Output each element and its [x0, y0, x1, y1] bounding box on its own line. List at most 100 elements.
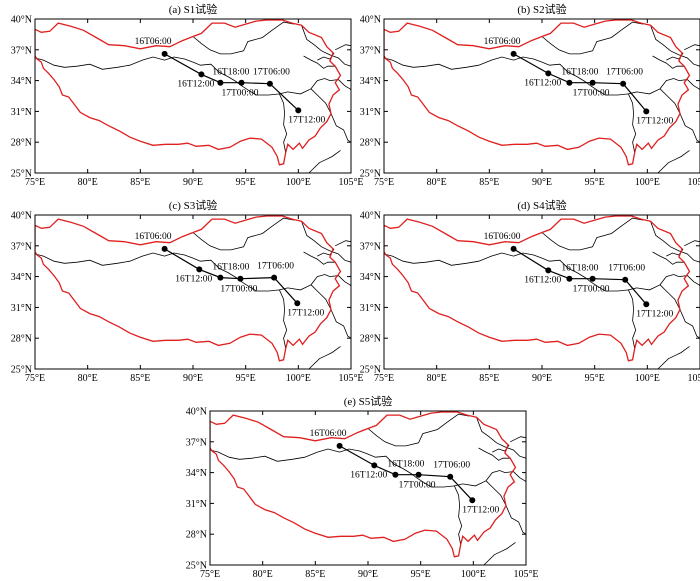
- province-boundary: [628, 78, 700, 95]
- province-boundary: [210, 448, 463, 545]
- track-point: [237, 275, 244, 282]
- vortex-track: [339, 445, 473, 501]
- track-time-label: 16T06:00: [135, 232, 172, 242]
- track-point: [545, 70, 552, 77]
- track-point: [415, 471, 422, 478]
- track-time-label: 17T06:00: [253, 68, 290, 78]
- y-tick-label: 37°N: [186, 437, 207, 448]
- track-time-label: 16T12:00: [524, 275, 561, 285]
- track-point: [392, 471, 399, 478]
- x-tick-label: 85°E: [479, 373, 499, 384]
- province-boundary: [279, 78, 351, 95]
- y-tick-label: 28°N: [186, 530, 207, 541]
- y-tick-label: 40°N: [11, 211, 32, 222]
- plateau-boundary: [384, 19, 691, 166]
- track-point: [566, 79, 573, 86]
- province-boundary: [35, 252, 288, 349]
- track-time-label: 16T06:00: [484, 232, 521, 242]
- x-tick-label: 80°E: [427, 177, 447, 188]
- x-tick-label: 95°E: [585, 373, 605, 384]
- province-boundary: [478, 447, 511, 461]
- y-tick-label: 28°N: [360, 334, 381, 345]
- province-boundary: [35, 56, 288, 153]
- track-time-label: 17T06:00: [257, 262, 294, 272]
- x-tick-label: 75°E: [374, 373, 394, 384]
- y-tick-label: 31°N: [360, 107, 381, 118]
- plateau-boundary: [35, 215, 342, 362]
- y-tick-label: 31°N: [11, 107, 32, 118]
- track-point: [545, 267, 552, 274]
- track-time-label: 16T12:00: [350, 470, 387, 480]
- province-boundary: [652, 251, 685, 265]
- map-content: [35, 215, 351, 369]
- province-boundary: [335, 44, 351, 51]
- x-tick-label: 80°E: [253, 569, 273, 580]
- province-boundary: [308, 346, 341, 369]
- track-time-label: 17T12:00: [288, 115, 325, 125]
- x-tick-label: 90°E: [183, 373, 203, 384]
- province-boundary: [367, 413, 470, 447]
- panel-title: (d) S4试验: [517, 198, 566, 212]
- province-boundary: [335, 240, 351, 247]
- x-tick-label: 85°E: [130, 177, 150, 188]
- map-background: [210, 411, 526, 565]
- y-tick-label: 25°N: [186, 561, 207, 572]
- plateau-boundary: [384, 215, 691, 362]
- province-boundary: [541, 217, 644, 251]
- x-tick-label: 105°E: [687, 177, 700, 188]
- track-point: [447, 473, 454, 480]
- panel-title: (a) S1试验: [169, 2, 218, 16]
- y-tick-label: 25°N: [360, 365, 381, 376]
- y-tick-label: 34°N: [11, 76, 32, 87]
- panel-title: (c) S3试验: [169, 198, 218, 212]
- province-boundary: [279, 274, 351, 291]
- vortex-track: [164, 248, 298, 304]
- x-tick-label: 75°E: [25, 373, 45, 384]
- province-boundary: [659, 88, 700, 143]
- x-tick-label: 85°E: [305, 569, 325, 580]
- x-tick-label: 105°E: [513, 569, 538, 580]
- map-content: [210, 411, 526, 565]
- plateau-boundary: [210, 411, 517, 558]
- province-boundary: [628, 274, 700, 291]
- map-background: [384, 215, 700, 369]
- track-point: [589, 79, 596, 86]
- y-tick-label: 40°N: [11, 15, 32, 26]
- track-point: [161, 50, 168, 57]
- track-point: [238, 79, 245, 86]
- y-tick-label: 37°N: [11, 241, 32, 252]
- y-tick-label: 40°N: [360, 15, 381, 26]
- track-point: [510, 245, 517, 252]
- province-boundary: [541, 21, 644, 55]
- track-time-label: 17T00:00: [220, 285, 257, 295]
- province-boundary: [684, 44, 700, 51]
- y-tick-label: 28°N: [11, 138, 32, 149]
- province-boundary: [303, 55, 336, 69]
- track-time-label: 17T00:00: [399, 481, 436, 491]
- track-point: [622, 276, 629, 283]
- y-tick-label: 37°N: [11, 45, 32, 56]
- track-time-label: 16T12:00: [524, 78, 561, 88]
- map-background: [35, 19, 351, 173]
- track-point: [589, 275, 596, 282]
- map-content: [384, 19, 700, 173]
- y-tick-label: 28°N: [360, 138, 381, 149]
- province-boundary: [657, 150, 690, 173]
- map-content: [384, 215, 700, 369]
- province-boundary: [384, 56, 637, 153]
- x-tick-label: 80°E: [78, 177, 98, 188]
- track-time-label: 17T12:00: [636, 309, 673, 319]
- province-boundary: [384, 252, 637, 349]
- track-point: [266, 80, 273, 87]
- province-boundary: [659, 284, 700, 339]
- map-panels: 16T06:0016T12:0016T18:0017T00:0017T06:00…: [11, 2, 700, 580]
- y-tick-label: 25°N: [11, 365, 32, 376]
- track-point: [161, 245, 168, 252]
- x-tick-label: 95°E: [585, 177, 605, 188]
- track-time-label: 17T12:00: [462, 505, 499, 515]
- y-tick-label: 25°N: [360, 169, 381, 180]
